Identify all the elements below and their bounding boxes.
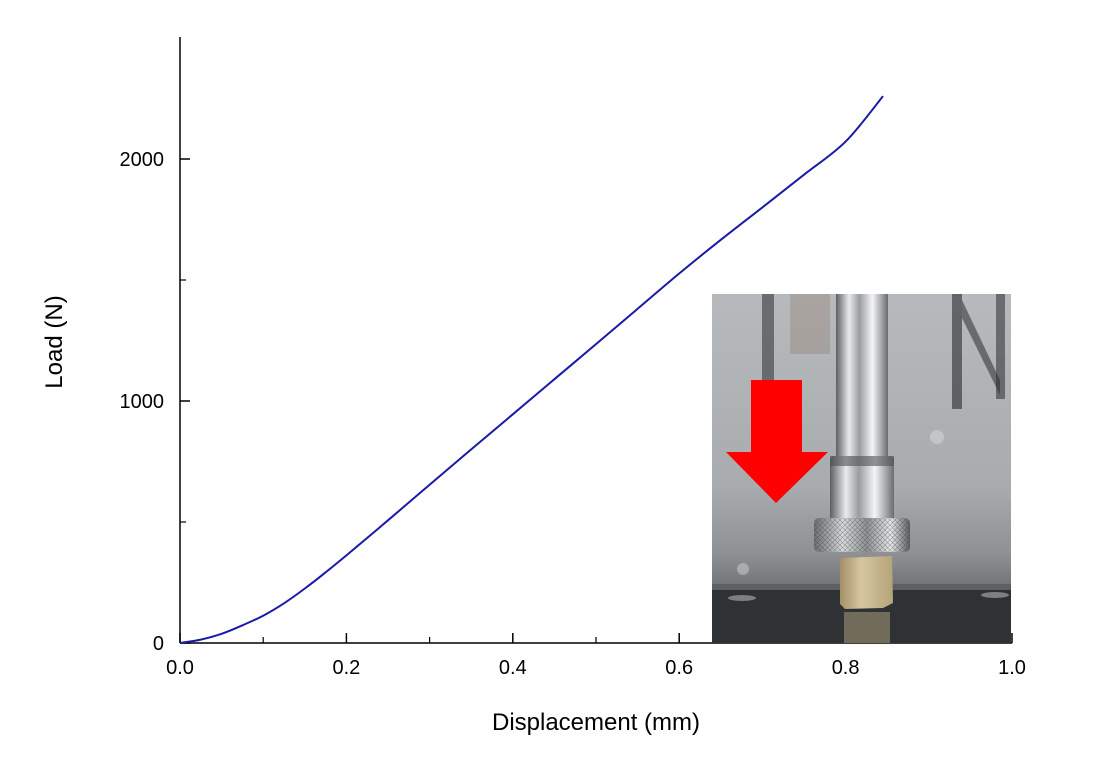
x-tick-label: 0.0 bbox=[166, 657, 194, 679]
y-tick-label: 2000 bbox=[120, 149, 165, 171]
y-tick-label: 1000 bbox=[120, 391, 165, 413]
y-tick-label: 0 bbox=[153, 633, 164, 655]
x-tick-label: 0.4 bbox=[499, 657, 527, 679]
x-tick-label: 0.8 bbox=[832, 657, 860, 679]
y-axis-title: Load (N) bbox=[41, 295, 68, 388]
y-ticks: 0 1000 2000 bbox=[120, 149, 190, 655]
load-displacement-line bbox=[179, 95, 884, 644]
x-axis-title: Displacement (mm) bbox=[492, 709, 700, 736]
inset-photo bbox=[712, 294, 1011, 643]
x-tick-label: 1.0 bbox=[998, 657, 1026, 679]
x-tick-label: 0.2 bbox=[332, 657, 360, 679]
red-arrow-icon bbox=[726, 380, 828, 503]
x-tick-label: 0.6 bbox=[665, 657, 693, 679]
